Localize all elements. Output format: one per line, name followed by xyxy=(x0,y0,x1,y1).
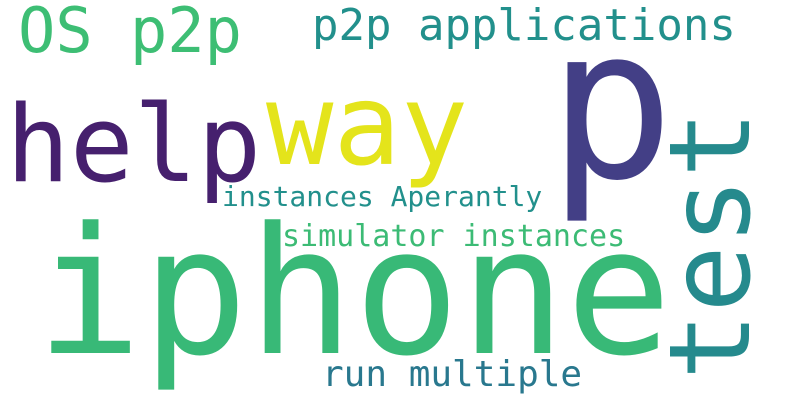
word-iphone: iphone xyxy=(36,190,672,395)
word-os-p2p: OS p2p xyxy=(18,0,242,67)
word-test: test xyxy=(646,110,776,380)
word-way: way xyxy=(266,61,469,191)
word-p2p-applications: p2p applications xyxy=(312,0,736,51)
word-run-multiple: run multiple xyxy=(322,354,583,395)
word-instances-aperantly: instances Aperantly xyxy=(222,180,543,213)
word-simulator-instances: simulator instances xyxy=(282,219,626,254)
word-p: p xyxy=(548,0,675,227)
word-help: help xyxy=(6,83,262,206)
